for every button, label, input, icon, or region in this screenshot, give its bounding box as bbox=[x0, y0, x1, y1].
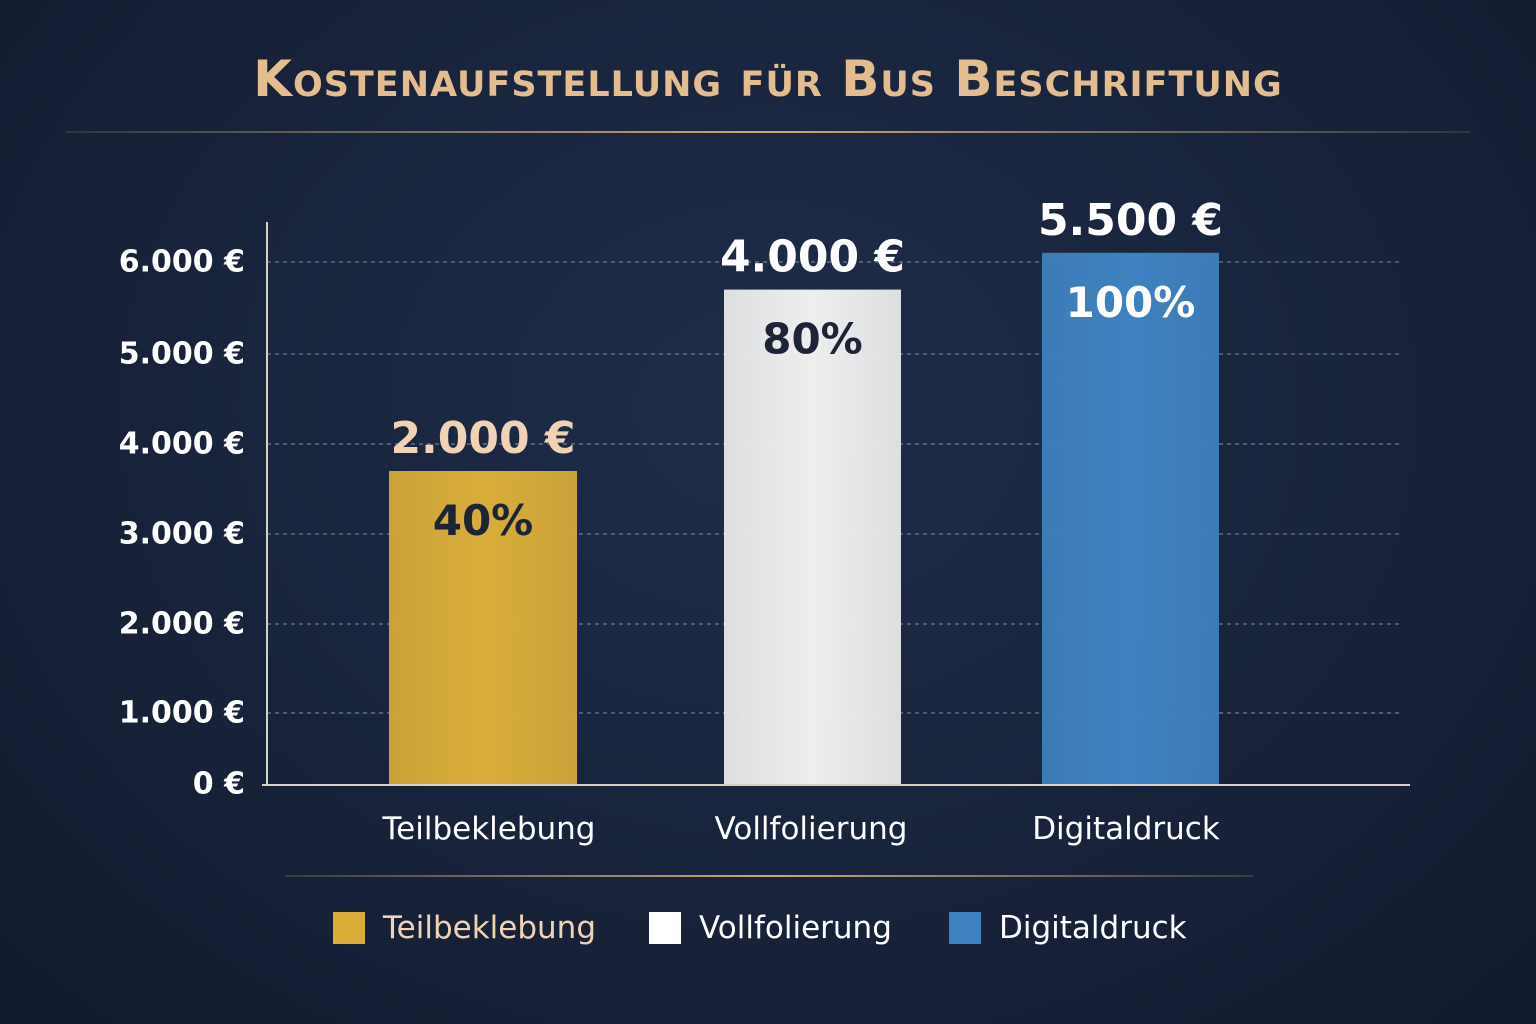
y-tick-label: 4.000 € bbox=[119, 427, 245, 462]
legend-divider bbox=[285, 875, 1253, 877]
legend-swatch-vollfolierung bbox=[649, 912, 681, 944]
bar-vollfolierung bbox=[724, 289, 901, 784]
legend-item-teilbeklebung: Teilbeklebung bbox=[333, 905, 596, 951]
x-tick-label-digitaldruck: Digitaldruck bbox=[1032, 811, 1220, 847]
title-divider bbox=[66, 131, 1470, 133]
x-tick-label-vollfolierung: Vollfolierung bbox=[715, 811, 908, 847]
legend-swatch-digitaldruck bbox=[949, 912, 981, 944]
bars bbox=[389, 252, 1219, 785]
x-tick-label-teilbeklebung: Teilbeklebung bbox=[381, 811, 595, 847]
legend-swatch-teilbeklebung bbox=[333, 912, 365, 944]
value-label-vollfolierung: 4.000 € bbox=[720, 232, 905, 283]
percent-label-vollfolierung: 80% bbox=[762, 315, 863, 364]
legend-label-digitaldruck: Digitaldruck bbox=[999, 910, 1187, 946]
percent-label-teilbeklebung: 40% bbox=[433, 496, 534, 545]
legend-item-vollfolierung: Vollfolierung bbox=[649, 905, 892, 951]
chart-title: Kostenaufstellung für Bus Beschriftung bbox=[253, 50, 1283, 108]
value-label-digitaldruck: 5.500 € bbox=[1038, 195, 1223, 246]
y-tick-label: 2.000 € bbox=[119, 607, 245, 642]
y-tick-label: 0 € bbox=[193, 767, 245, 802]
axes bbox=[262, 222, 1410, 786]
bar-digitaldruck bbox=[1042, 252, 1219, 785]
legend-label-vollfolierung: Vollfolierung bbox=[699, 910, 892, 946]
value-label-teilbeklebung: 2.000 € bbox=[390, 413, 575, 464]
percent-label-digitaldruck: 100% bbox=[1066, 278, 1196, 327]
x-tick-labels: Teilbeklebung Vollfolierung Digitaldruck bbox=[381, 811, 1219, 847]
y-tick-label: 3.000 € bbox=[119, 517, 245, 552]
y-tick-label: 5.000 € bbox=[119, 337, 245, 372]
y-tick-label: 1.000 € bbox=[119, 696, 245, 731]
legend: Teilbeklebung Vollfolierung Digitaldruck bbox=[0, 905, 1536, 955]
bar-teilbeklebung bbox=[389, 471, 577, 784]
legend-item-digitaldruck: Digitaldruck bbox=[949, 905, 1187, 951]
data-labels: 2.000 € 40% 4.000 € 80% 5.500 € 100% bbox=[390, 195, 1223, 545]
legend-label-teilbeklebung: Teilbeklebung bbox=[383, 910, 597, 946]
y-tick-labels: 0 € 1.000 € 2.000 € 3.000 € 4.000 € 5.000 € 6.… bbox=[119, 245, 245, 802]
y-tick-label: 6.000 € bbox=[119, 245, 245, 280]
